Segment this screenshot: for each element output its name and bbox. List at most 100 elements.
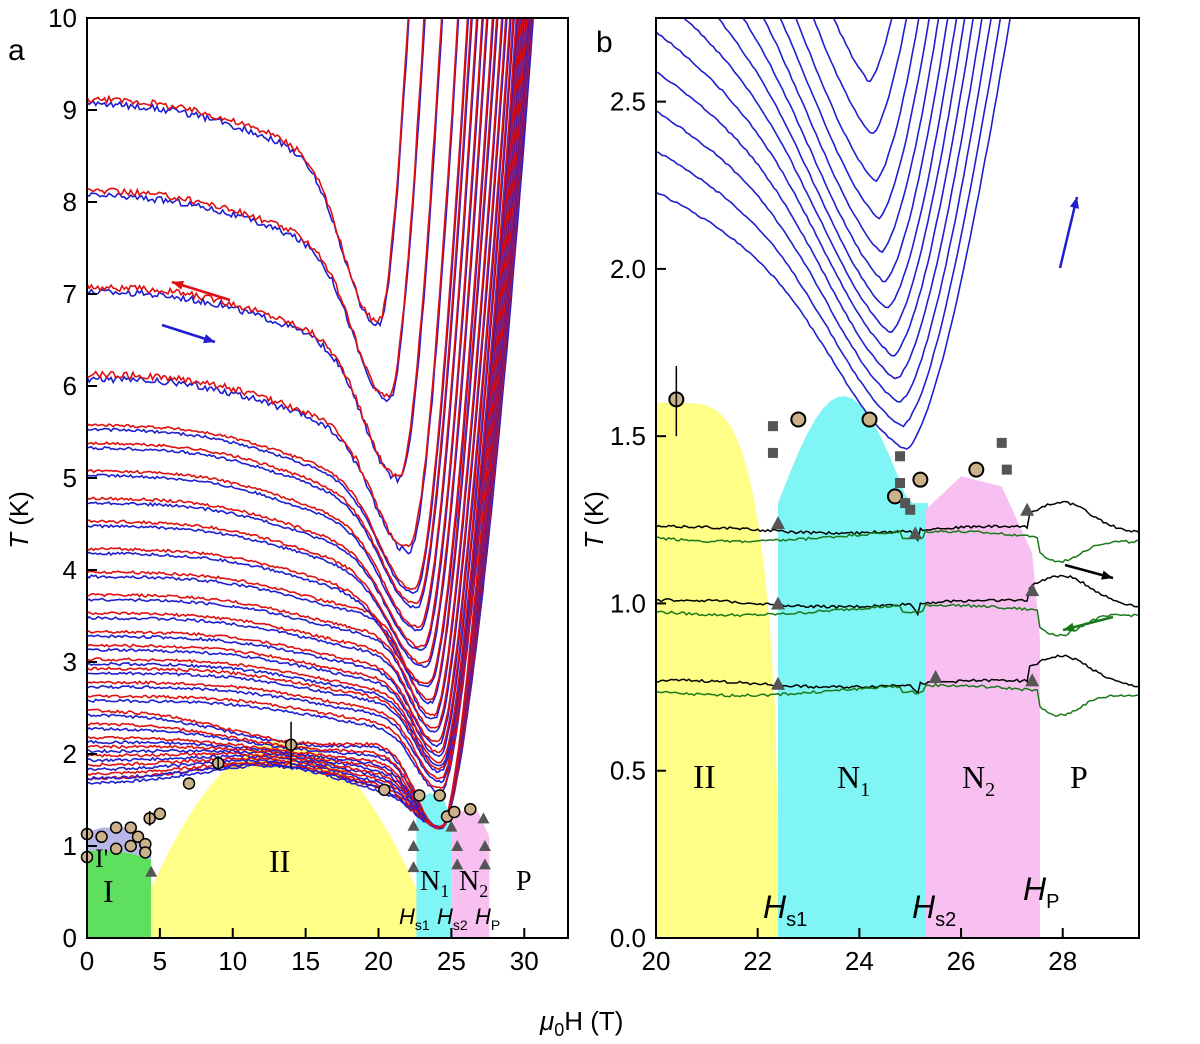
blue-sweep-curve	[656, 18, 1011, 450]
phase-label-N1-a: N1	[420, 866, 449, 901]
region-I	[87, 850, 152, 938]
green-sweep-arrow-head	[1063, 622, 1075, 632]
phase-boundary-point	[95, 830, 108, 844]
panel-b-sweep-curves	[656, 18, 1139, 717]
down-sweep-curve	[87, 18, 472, 605]
up-sweep-curve	[87, 18, 410, 328]
panel-b-x-tick-label: 22	[743, 946, 772, 976]
transition-triangle	[1020, 502, 1035, 516]
green-down-sweep-curve	[656, 529, 1139, 564]
square-point	[767, 421, 778, 432]
panel-a-y-tick-label: 7	[63, 279, 77, 309]
transition-triangle	[771, 676, 786, 690]
phase-label-N1-b: N1	[837, 759, 870, 801]
down-sweep-curve	[87, 18, 483, 648]
panel-b-x-tick-label: 20	[642, 946, 671, 976]
black-up-sweep-curve	[656, 654, 1139, 695]
down-sweep-curve	[87, 18, 494, 684]
panel-b-y-tick-label: 2.5	[610, 87, 646, 117]
phase-boundary-point	[124, 821, 137, 834]
transition-triangle	[771, 596, 786, 610]
panel-a-y-tick-label: 5	[63, 463, 77, 493]
panel-a-sweep-curves	[87, 18, 535, 830]
phase-boundary-point	[464, 802, 477, 816]
phase-label-P-a: P	[516, 866, 532, 897]
panel-a-y-tick-label: 10	[48, 3, 77, 33]
down-sweep-curve	[87, 18, 514, 754]
up-sweep-curve	[87, 18, 484, 651]
panel-a-x-tick-label: 5	[153, 946, 167, 976]
panel-b-axes: 20 22 24 26 28 0.0 0.5 1.0 1.5 2.0 2.5	[610, 17, 1140, 976]
blue-sweep-curve	[742, 18, 949, 283]
blue-sweep-curve	[656, 18, 993, 403]
panel-b-x-tick-label: 24	[845, 946, 874, 976]
square-point	[905, 504, 916, 515]
panel-a-y-tick-label: 3	[63, 647, 77, 677]
transition-triangle	[451, 858, 464, 870]
panel-b-y-tick-label: 0.0	[610, 923, 646, 953]
up-sweep-curve	[87, 18, 495, 688]
region-N2-a	[451, 809, 490, 938]
region-N2-b	[925, 476, 1040, 938]
panel-b-label: b	[596, 26, 613, 59]
panel-a-y-tick-label: 4	[63, 555, 77, 585]
phase-label-I-prime: I'	[95, 844, 108, 873]
down-sweep-curve	[87, 18, 524, 830]
green-down-sweep-curve	[656, 683, 1139, 717]
blue-sweep-curve	[682, 18, 966, 334]
label-HP-b: HP	[1023, 871, 1059, 913]
phase-boundary-point	[109, 842, 123, 856]
region-II-a	[151, 740, 417, 938]
panel-a-y-tick-label: 8	[63, 187, 77, 217]
panel-a-phase-regions	[87, 740, 490, 938]
panel-a-y-tick-label: 2	[63, 739, 77, 769]
panel-a-x-tick-label: 25	[437, 946, 466, 976]
region-II-b	[656, 402, 781, 938]
down-sweep-curve	[87, 18, 469, 591]
label-HP-a: HP	[475, 904, 500, 933]
up-sweep-curve	[87, 18, 479, 632]
phase-boundary-point	[448, 805, 461, 819]
region-N1-a	[416, 792, 452, 938]
panel-b-y-tick-label: 1.5	[610, 421, 646, 451]
phase-boundary-point	[153, 807, 167, 821]
phase-boundary-point	[433, 789, 446, 802]
down-sweep-curve	[87, 18, 503, 717]
phase-boundary-point	[413, 789, 426, 802]
blue-sweep-curve	[656, 18, 1002, 428]
transition-triangle	[1025, 583, 1040, 597]
region-N1-b	[778, 396, 931, 938]
down-sweep-curve	[87, 18, 478, 629]
phase-boundary-point	[968, 461, 985, 478]
label-Hs1-a: Hs1	[399, 904, 430, 933]
transition-triangle	[407, 819, 420, 831]
panel-b-frame	[655, 17, 1140, 939]
down-sweep-curve	[87, 18, 507, 729]
down-sweep-curve	[87, 18, 528, 829]
label-Hs1-b: Hs1	[763, 889, 807, 931]
panel-b-sweep-arrows	[1058, 196, 1114, 632]
transition-triangle	[451, 840, 464, 851]
panel-a-y-tick-label: 1	[63, 831, 77, 861]
y-axis-label-b: T (K)	[579, 491, 609, 549]
blue-sweep-curve	[656, 18, 983, 380]
transition-triangle	[407, 861, 420, 873]
panel-a-y-tick-label: 6	[63, 371, 77, 401]
transition-triangle	[478, 858, 491, 870]
label-Hs2-b: Hs2	[912, 889, 956, 931]
down-sweep-curve	[87, 18, 425, 398]
phase-boundary-point	[886, 488, 903, 505]
panel-b: 20 22 24 26 280.00.51.01.52.02.5 b II N1 N2 …	[596, 17, 1140, 976]
panel-a-x-tick-label: 20	[364, 946, 393, 976]
label-Hs2-a: Hs2	[437, 904, 468, 933]
down-sweep-curve	[87, 18, 526, 830]
panel-a-axes: 0 5 10 15 20 25 30 0 1 2 3 4 5 6 7 8 9 10	[48, 3, 569, 976]
up-sweep-curve	[87, 18, 444, 485]
panel-a: 0 5 10 15 20 25 30 0 1 2 3 4 5 6 7 8 9 10 a I I' II N1 N2…	[8, 3, 569, 976]
panel-a-y-tick-label: 0	[63, 923, 77, 953]
panel-b-phase-regions	[656, 396, 1040, 938]
phase-label-II-b: II	[693, 759, 716, 796]
green-down-sweep-curve	[656, 603, 1139, 637]
down-sweep-curve	[87, 18, 459, 548]
